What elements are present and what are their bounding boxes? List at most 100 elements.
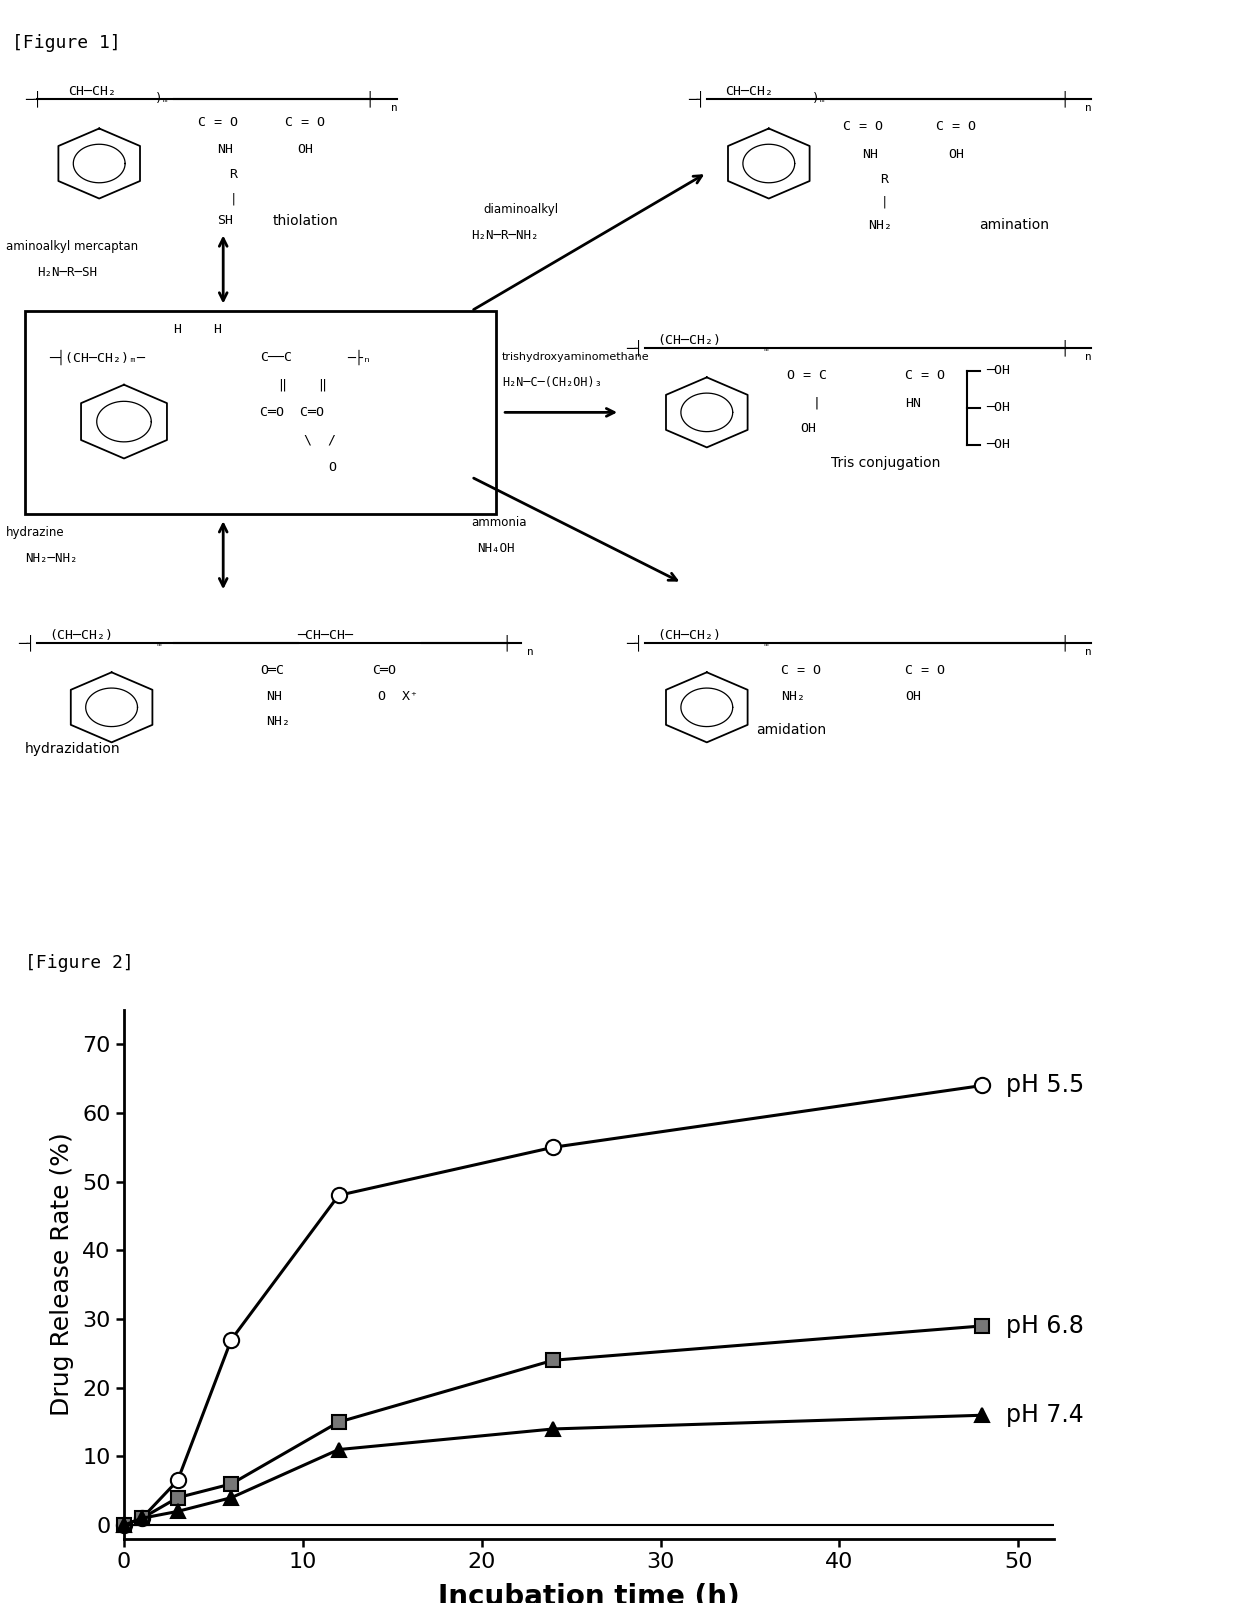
pH 7.4 xyxy=(546,1419,560,1438)
Text: NH₄OH: NH₄OH xyxy=(477,542,515,555)
Text: ├─: ├─ xyxy=(1060,340,1078,356)
Text: n: n xyxy=(391,103,397,114)
Text: n: n xyxy=(527,648,533,657)
Text: OH: OH xyxy=(949,147,965,160)
Text: )ₘ: )ₘ xyxy=(812,93,827,106)
pH 7.4 xyxy=(331,1439,346,1459)
Text: (CH─CH₂): (CH─CH₂) xyxy=(657,628,722,641)
Text: ─OH: ─OH xyxy=(986,364,1009,377)
pH 7.4 xyxy=(224,1488,239,1507)
Text: (CH─CH₂): (CH─CH₂) xyxy=(50,628,114,641)
Text: aminoalkyl mercaptan: aminoalkyl mercaptan xyxy=(6,240,139,253)
Text: NH: NH xyxy=(217,143,233,155)
Text: ├─: ├─ xyxy=(502,635,520,651)
Text: OH: OH xyxy=(905,689,921,702)
Text: C = O: C = O xyxy=(285,115,325,128)
Text: ─┤: ─┤ xyxy=(626,340,644,356)
Text: (CH─CH₂): (CH─CH₂) xyxy=(657,333,722,346)
pH 7.4 xyxy=(170,1502,185,1521)
Text: ─┤: ─┤ xyxy=(25,91,42,107)
Text: R: R xyxy=(229,168,237,181)
Text: O═C: O═C xyxy=(260,664,284,676)
pH 5.5 xyxy=(546,1138,560,1157)
Text: O = C: O = C xyxy=(787,369,827,382)
Text: C = O: C = O xyxy=(905,664,945,676)
Text: amination: amination xyxy=(980,218,1049,232)
pH 6.8 xyxy=(331,1412,346,1431)
Text: ₘ: ₘ xyxy=(155,638,161,648)
Line: pH 7.4: pH 7.4 xyxy=(117,1409,990,1532)
Text: ammonia: ammonia xyxy=(471,516,527,529)
pH 5.5 xyxy=(134,1508,149,1528)
Text: ─┤(CH─CH₂)ₘ─: ─┤(CH─CH₂)ₘ─ xyxy=(50,349,145,365)
Text: ─OH: ─OH xyxy=(986,438,1009,450)
pH 5.5 xyxy=(975,1076,990,1095)
Text: pH 7.4: pH 7.4 xyxy=(1006,1403,1084,1427)
Text: C = O: C = O xyxy=(936,120,976,133)
Text: ₘ: ₘ xyxy=(763,343,769,353)
Text: [Figure 1]: [Figure 1] xyxy=(12,35,122,53)
pH 6.8 xyxy=(134,1508,149,1528)
Text: [Figure 2]: [Figure 2] xyxy=(25,954,134,971)
Text: ├─: ├─ xyxy=(1060,91,1078,107)
Text: NH₂: NH₂ xyxy=(781,689,805,702)
Line: pH 5.5: pH 5.5 xyxy=(117,1077,990,1532)
Text: \  /: \ / xyxy=(304,433,336,447)
Text: ‖    ‖: ‖ ‖ xyxy=(279,378,327,391)
Text: C = O: C = O xyxy=(843,120,883,133)
Line: pH 6.8: pH 6.8 xyxy=(117,1319,990,1532)
pH 6.8 xyxy=(117,1515,131,1534)
Text: pH 6.8: pH 6.8 xyxy=(1006,1314,1084,1339)
Text: diaminoalkyl: diaminoalkyl xyxy=(484,204,559,216)
pH 5.5 xyxy=(331,1186,346,1205)
Text: C = O: C = O xyxy=(905,369,945,382)
Text: )ₘ: )ₘ xyxy=(155,93,170,106)
Text: ─┤: ─┤ xyxy=(626,635,644,651)
Text: n: n xyxy=(1085,648,1091,657)
Text: O: O xyxy=(329,462,336,474)
Text: SH: SH xyxy=(217,215,233,228)
Text: CH─CH₂: CH─CH₂ xyxy=(725,85,774,98)
Text: OH: OH xyxy=(800,422,816,434)
Text: Tris conjugation: Tris conjugation xyxy=(831,457,940,470)
Text: amidation: amidation xyxy=(756,723,827,737)
Y-axis label: Drug Release Rate (%): Drug Release Rate (%) xyxy=(50,1132,74,1417)
Text: NH: NH xyxy=(267,689,283,702)
pH 5.5 xyxy=(224,1330,239,1350)
Text: H₂N─R─NH₂: H₂N─R─NH₂ xyxy=(471,229,538,242)
Text: ─OH: ─OH xyxy=(986,401,1009,414)
pH 7.4 xyxy=(975,1406,990,1425)
Text: R: R xyxy=(880,173,888,186)
Text: hydrazidation: hydrazidation xyxy=(25,742,120,755)
X-axis label: Incubation time (h): Incubation time (h) xyxy=(438,1584,740,1603)
Text: thiolation: thiolation xyxy=(273,213,339,228)
Text: |: | xyxy=(812,396,820,410)
Text: NH₂─NH₂: NH₂─NH₂ xyxy=(25,551,77,564)
Text: NH₂: NH₂ xyxy=(868,218,892,232)
Text: ├─: ├─ xyxy=(366,91,383,107)
pH 7.4 xyxy=(134,1508,149,1528)
pH 7.4 xyxy=(117,1515,131,1534)
Text: n: n xyxy=(1085,103,1091,114)
Text: ├─: ├─ xyxy=(1060,635,1078,651)
pH 5.5 xyxy=(170,1472,185,1491)
Text: H₂N─C─(CH₂OH)₃: H₂N─C─(CH₂OH)₃ xyxy=(502,377,601,390)
Text: C═O  C═O: C═O C═O xyxy=(260,406,325,418)
Text: ─CH─CH─: ─CH─CH─ xyxy=(298,628,353,641)
Text: C = O: C = O xyxy=(198,115,238,128)
Text: ─┤: ─┤ xyxy=(19,635,36,651)
Text: n: n xyxy=(1085,353,1091,362)
Text: |: | xyxy=(229,192,237,205)
Text: NH: NH xyxy=(862,147,878,160)
pH 5.5 xyxy=(117,1515,131,1534)
Text: ─├ₙ: ─├ₙ xyxy=(347,349,371,365)
Text: trishydroxyaminomethane: trishydroxyaminomethane xyxy=(502,353,650,362)
Text: H    H: H H xyxy=(174,322,222,337)
Text: pH 5.5: pH 5.5 xyxy=(1006,1074,1084,1098)
Text: CH─CH₂: CH─CH₂ xyxy=(68,85,117,98)
pH 6.8 xyxy=(546,1351,560,1371)
Text: hydrazine: hydrazine xyxy=(6,526,64,539)
Text: C = O: C = O xyxy=(781,664,821,676)
Text: HN: HN xyxy=(905,396,921,410)
Text: OH: OH xyxy=(298,143,314,155)
